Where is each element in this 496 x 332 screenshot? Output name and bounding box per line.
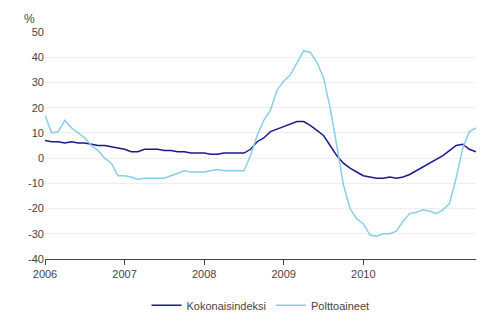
svg-text:2008: 2008 — [192, 268, 216, 280]
svg-text:-40: -40 — [28, 253, 44, 265]
svg-text:40: 40 — [32, 51, 44, 63]
svg-text:2006: 2006 — [33, 268, 57, 280]
svg-text:%: % — [24, 12, 35, 26]
svg-text:20: 20 — [32, 102, 44, 114]
svg-text:Kokonaisindeksi: Kokonaisindeksi — [187, 300, 267, 312]
svg-text:2009: 2009 — [271, 268, 295, 280]
svg-text:50: 50 — [32, 26, 44, 38]
svg-text:2010: 2010 — [351, 268, 375, 280]
svg-text:-10: -10 — [28, 177, 44, 189]
svg-text:0: 0 — [38, 152, 44, 164]
svg-text:10: 10 — [32, 127, 44, 139]
svg-text:-20: -20 — [28, 202, 44, 214]
svg-text:-30: -30 — [28, 228, 44, 240]
svg-text:30: 30 — [32, 76, 44, 88]
svg-text:Polttoaineet: Polttoaineet — [311, 300, 369, 312]
svg-text:2007: 2007 — [112, 268, 136, 280]
